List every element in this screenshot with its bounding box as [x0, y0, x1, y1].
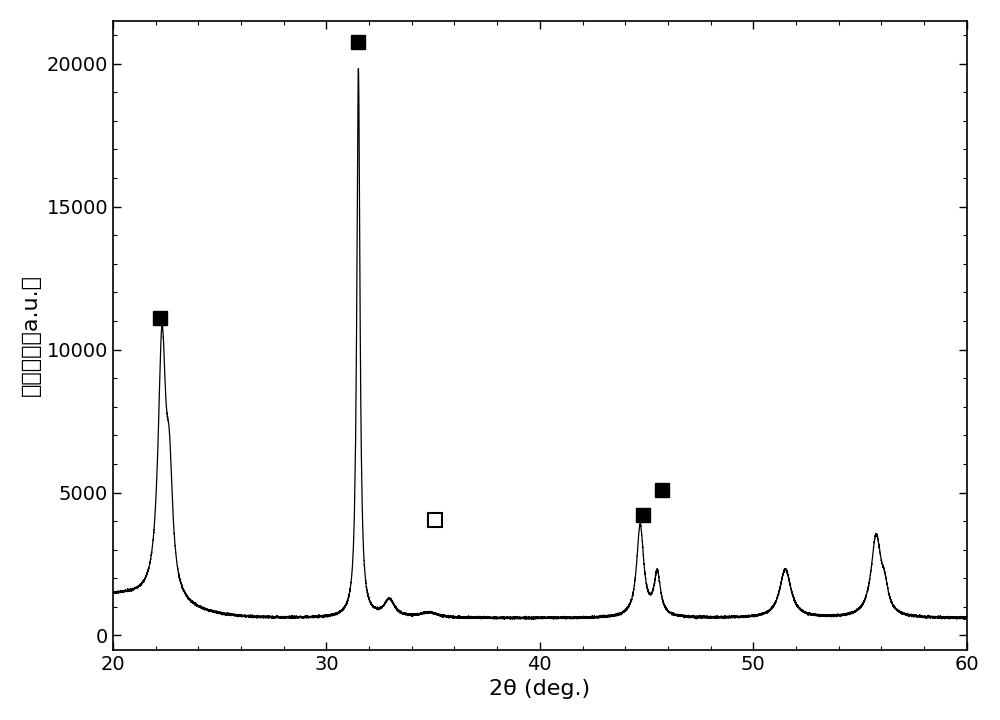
Y-axis label: 相对强度（a.u.）: 相对强度（a.u.） [21, 274, 41, 396]
X-axis label: 2θ (deg.): 2θ (deg.) [489, 679, 590, 699]
